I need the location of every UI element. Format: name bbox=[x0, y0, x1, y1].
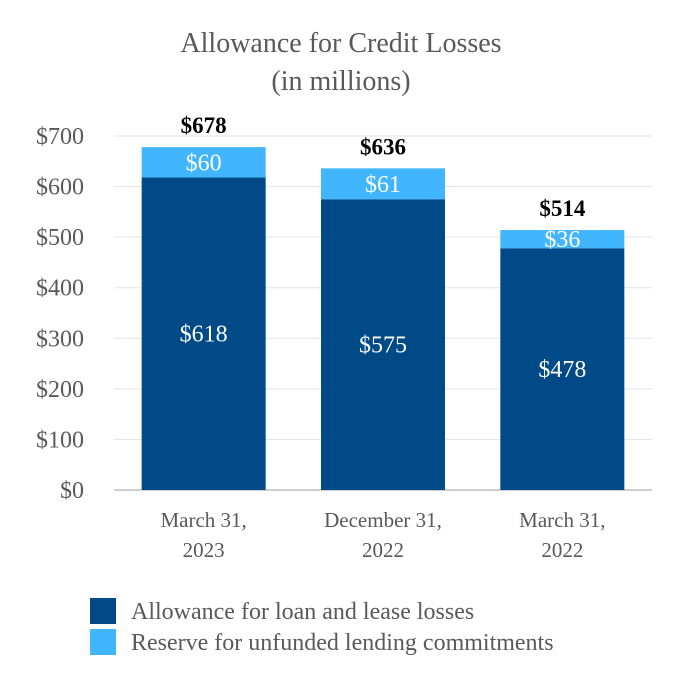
bar-segment bbox=[321, 168, 445, 200]
bar-segment bbox=[141, 177, 266, 490]
y-tick-label: $0 bbox=[60, 478, 84, 504]
bar-segment-label: $618 bbox=[180, 322, 228, 348]
y-tick-label: $600 bbox=[36, 175, 84, 201]
y-tick-label: $400 bbox=[36, 276, 84, 302]
y-axis: $0 $100 $200 $300 $400 $500 $600 $700 bbox=[36, 124, 84, 504]
x-tick-label: 2022 bbox=[541, 538, 583, 562]
bar-segment-label: $478 bbox=[538, 357, 586, 383]
bar-total-label: $514 bbox=[539, 196, 586, 221]
legend-swatch bbox=[90, 629, 116, 655]
y-tick-label: $700 bbox=[36, 124, 84, 150]
legend-swatch bbox=[90, 598, 116, 624]
x-axis: March 31, 2023 December 31, 2022 March 31, 20… bbox=[161, 508, 606, 562]
bar-segment bbox=[500, 230, 625, 249]
y-tick-label: $500 bbox=[36, 225, 84, 251]
bar-segment-label: $60 bbox=[186, 150, 222, 176]
bar-segment-label: $575 bbox=[359, 333, 407, 359]
y-tick-label: $200 bbox=[36, 377, 84, 403]
legend-label: Reserve for unfunded lending commitments bbox=[131, 630, 554, 656]
x-tick-label: December 31, bbox=[324, 508, 442, 532]
bar-segment bbox=[321, 199, 445, 490]
bar-total-label: $636 bbox=[360, 134, 406, 159]
x-tick-label: 2023 bbox=[183, 538, 225, 562]
bar-total-label: $678 bbox=[181, 113, 227, 138]
chart-title-line-2: (in millions) bbox=[271, 66, 410, 97]
bar-segment bbox=[141, 147, 266, 178]
y-tick-label: $300 bbox=[36, 326, 84, 352]
y-tick-label: $100 bbox=[36, 427, 84, 453]
bar-segment-label: $61 bbox=[365, 172, 401, 198]
x-tick-label: 2022 bbox=[362, 538, 404, 562]
x-tick-label: March 31, bbox=[519, 508, 605, 532]
bars: $618 $60 $678 $575 $61 $636 $478 $36 $514 bbox=[141, 113, 625, 490]
chart-title-line-1: Allowance for Credit Losses bbox=[180, 28, 501, 59]
legend-label: Allowance for loan and lease losses bbox=[131, 599, 474, 625]
x-tick-label: March 31, bbox=[161, 508, 247, 532]
bar-segment bbox=[500, 248, 625, 490]
legend: Allowance for loan and lease losses Reser… bbox=[90, 598, 554, 656]
bar-segment-label: $36 bbox=[544, 227, 580, 253]
